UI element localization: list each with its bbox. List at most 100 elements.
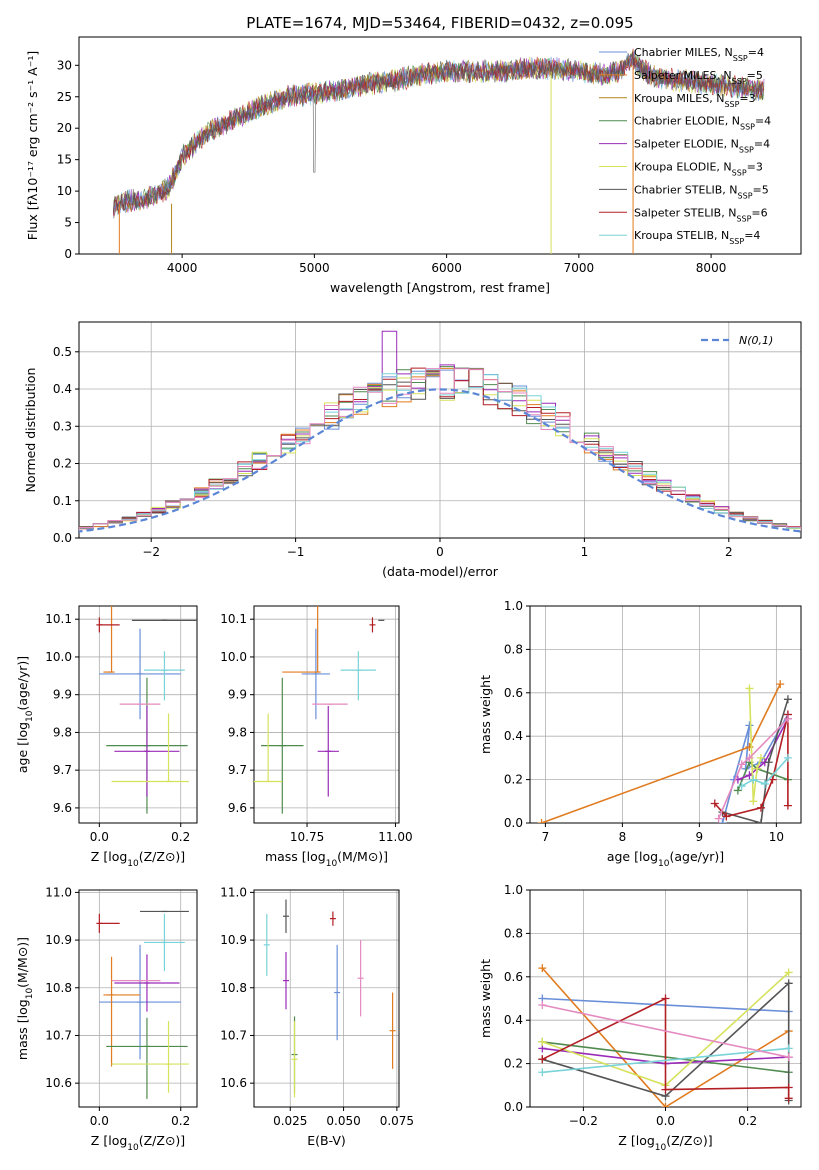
weight-point bbox=[783, 801, 792, 810]
x-axis-label: age [log10(age/yr)] bbox=[607, 849, 724, 869]
spectrum-line bbox=[113, 50, 765, 219]
data-point bbox=[317, 706, 339, 797]
weight-point bbox=[537, 819, 546, 823]
y-tick-label: 10.8 bbox=[45, 981, 72, 995]
errorbars bbox=[96, 910, 189, 1099]
data-point bbox=[106, 1017, 188, 1099]
data-point bbox=[114, 706, 180, 797]
spectrum-panel: 4000 5000 6000 7000 8000 0 5 10 15 20 25 30 waveleng… bbox=[25, 36, 802, 295]
x-tick-label: 0.2 bbox=[171, 830, 190, 844]
data-point bbox=[103, 956, 141, 1067]
normal-curve bbox=[79, 388, 801, 533]
y-tick-label: 10.0 bbox=[45, 650, 72, 664]
weight-point bbox=[783, 753, 792, 762]
data-point bbox=[329, 911, 336, 926]
y-axis-label: Flux [fλ10⁻¹⁷ erg cm⁻² s⁻¹ A⁻¹] bbox=[25, 51, 40, 240]
weight-point bbox=[737, 782, 746, 791]
data-point bbox=[261, 677, 304, 814]
y-tick-label: 0.8 bbox=[504, 926, 523, 940]
x-axis-label: E(B-V) bbox=[307, 1133, 346, 1148]
data-point bbox=[254, 713, 283, 783]
x-axis-label: mass [log10(M/M⊙)] bbox=[265, 849, 388, 869]
figure-title: PLATE=1674, MJD=53464, FIBERID=0432, z=0… bbox=[246, 14, 633, 32]
y-tick-label: 10.1 bbox=[220, 612, 247, 626]
y-tick-label: 0.0 bbox=[504, 816, 523, 830]
y-tick-label: 0.4 bbox=[53, 382, 72, 396]
massweight-vs-age-panel: 7 8 9 10 0.0 0.2 0.4 0.6 0.8 1.0 age [log10(age/yr… bbox=[478, 599, 802, 869]
weight-lines bbox=[537, 680, 792, 823]
axes-frame bbox=[78, 605, 198, 824]
data-point bbox=[282, 606, 321, 673]
x-tick-label: 7000 bbox=[564, 261, 595, 275]
y-tick-label: 11.0 bbox=[45, 885, 72, 899]
y-tick-label: 5 bbox=[64, 216, 72, 230]
x-tick-label: 0.0 bbox=[656, 1114, 675, 1128]
y-tick-label: 10 bbox=[57, 184, 72, 198]
x-axis-label: (data-model)/error bbox=[382, 564, 499, 579]
x-tick-label: 1 bbox=[581, 545, 589, 559]
y-axis-label: Normed distribution bbox=[23, 368, 38, 493]
data-point bbox=[99, 944, 181, 1060]
weight-point bbox=[768, 775, 777, 784]
x-tick-label: 0.025 bbox=[273, 1114, 307, 1128]
weight-point bbox=[784, 1094, 793, 1103]
x-tick-label: 0.050 bbox=[326, 1114, 360, 1128]
y-tick-label: 9.7 bbox=[228, 763, 247, 777]
weight-point bbox=[764, 758, 773, 767]
y-axis-label: mass [log10(M/M⊙)] bbox=[15, 937, 35, 1060]
weight-point bbox=[745, 753, 754, 762]
y-axis-label: mass weight bbox=[478, 675, 493, 754]
weight-point bbox=[737, 760, 746, 769]
legend-label: Salpeter MILES, NSSP=5 bbox=[634, 69, 763, 86]
x-tick-label: 0.0 bbox=[90, 830, 109, 844]
weight-lines bbox=[538, 964, 793, 1107]
y-tick-label: 9.6 bbox=[228, 801, 247, 815]
y-tick-label: 0.1 bbox=[53, 494, 72, 508]
massweight-vs-metallicity-panel: −0.2 0.0 0.2 0.0 0.2 0.4 0.6 0.8 1.0 Z [log10(Z/Z… bbox=[478, 883, 802, 1153]
weight-point bbox=[783, 695, 792, 704]
x-tick-label: 4000 bbox=[167, 261, 198, 275]
weight-series bbox=[741, 757, 789, 787]
legend-label: Chabrier STELIB, NSSP=5 bbox=[634, 183, 769, 200]
weight-point bbox=[784, 1053, 793, 1062]
weight-point bbox=[784, 1044, 793, 1053]
y-tick-label: 15 bbox=[57, 153, 72, 167]
weight-point bbox=[749, 775, 758, 784]
legend-label: Kroupa MILES, NSSP=3 bbox=[634, 92, 756, 109]
x-tick-label: 0 bbox=[436, 545, 444, 559]
errorbars bbox=[254, 606, 385, 814]
y-tick-label: 10.7 bbox=[220, 1028, 247, 1042]
data-point bbox=[103, 606, 115, 673]
y-tick-label: 0.8 bbox=[504, 642, 523, 656]
legend-label: Salpeter STELIB, NSSP=6 bbox=[634, 206, 768, 223]
weight-series bbox=[542, 1004, 789, 1058]
errorbars bbox=[263, 899, 396, 1098]
x-tick-label: −1 bbox=[287, 545, 305, 559]
axes-frame bbox=[78, 36, 802, 255]
y-tick-label: 10.6 bbox=[45, 1076, 72, 1090]
y-tick-label: 10.9 bbox=[45, 933, 72, 947]
weight-point bbox=[538, 1055, 547, 1064]
x-tick-label: 5000 bbox=[299, 261, 330, 275]
data-point bbox=[282, 952, 289, 1010]
weight-point bbox=[745, 721, 754, 730]
weight-point bbox=[756, 819, 765, 823]
data-point bbox=[111, 713, 189, 783]
x-tick-label: −0.2 bbox=[569, 1114, 598, 1128]
x-tick-label: 11.00 bbox=[378, 830, 412, 844]
y-tick-label: 0.3 bbox=[53, 419, 72, 433]
weight-series bbox=[717, 718, 789, 820]
y-tick-label: 0.0 bbox=[53, 531, 72, 545]
data-point bbox=[263, 913, 270, 976]
weight-series bbox=[748, 688, 762, 802]
y-tick-label: 20 bbox=[57, 121, 72, 135]
legend-label: N(0,1) bbox=[739, 334, 773, 347]
axes-frame bbox=[253, 605, 400, 824]
y-tick-label: 0 bbox=[64, 247, 72, 261]
weight-point bbox=[538, 1001, 547, 1010]
weight-point bbox=[783, 714, 792, 723]
weight-point bbox=[722, 812, 731, 821]
y-tick-label: 30 bbox=[57, 58, 72, 72]
age-vs-mass-panel: 10.75 11.00 9.6 9.7 9.8 9.9 10.0 10.1 mass [log1… bbox=[220, 605, 413, 869]
x-axis-label: Z [log10(Z/Z⊙)] bbox=[618, 1133, 712, 1153]
